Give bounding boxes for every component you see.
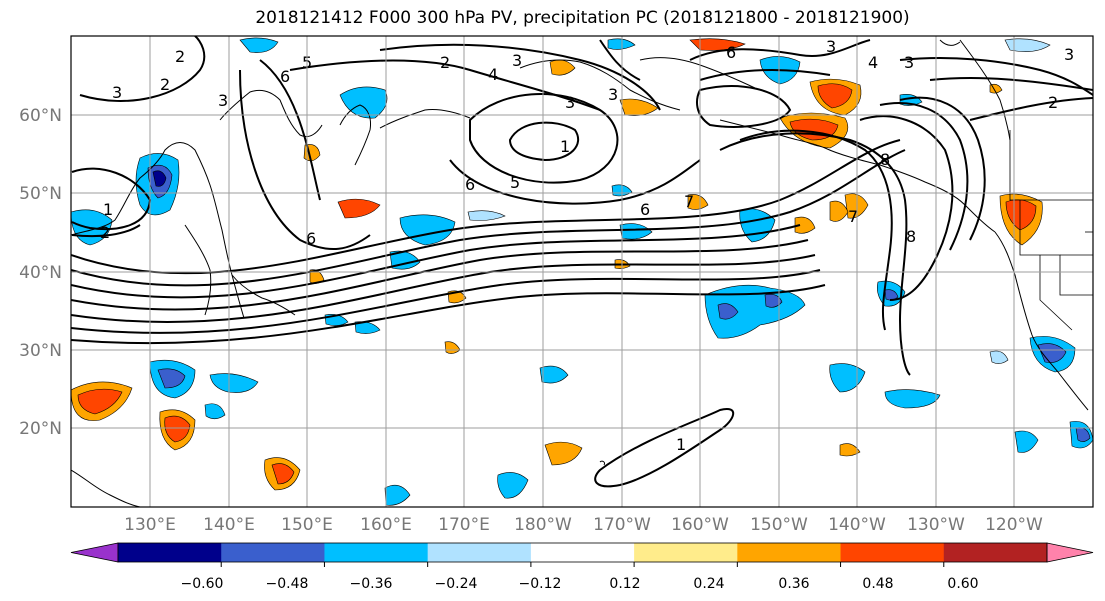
svg-text:2: 2 xyxy=(440,53,450,72)
svg-text:8: 8 xyxy=(906,227,916,246)
svg-text:2: 2 xyxy=(175,47,185,66)
colorbar-tick-label: −0.36 xyxy=(350,576,393,592)
colorbar-tick-label: −0.24 xyxy=(435,576,478,592)
svg-text:3: 3 xyxy=(608,85,618,104)
lat-label: 40°N xyxy=(19,263,62,283)
political-borders xyxy=(1009,130,1093,331)
svg-text:6: 6 xyxy=(306,229,316,248)
colorbar-segment xyxy=(943,543,1048,562)
colorbar-segment xyxy=(427,543,532,562)
svg-text:8: 8 xyxy=(880,150,890,169)
coastlines xyxy=(71,39,1089,507)
svg-text:2: 2 xyxy=(1048,93,1058,112)
svg-text:6: 6 xyxy=(280,67,290,86)
lon-label: 160°W xyxy=(671,515,729,535)
svg-text:6: 6 xyxy=(726,43,736,62)
svg-text:3: 3 xyxy=(112,83,122,102)
svg-text:1: 1 xyxy=(560,137,570,156)
svg-text:4: 4 xyxy=(488,65,498,84)
lon-label: 130°E xyxy=(124,515,176,535)
map-frame xyxy=(70,35,1094,508)
colorbar-segment xyxy=(737,543,842,562)
svg-text:2: 2 xyxy=(160,75,170,94)
colorbar-segment xyxy=(634,543,738,562)
colorbar xyxy=(70,542,1094,567)
svg-text:3: 3 xyxy=(565,93,575,112)
lon-label: 180°W xyxy=(514,515,572,535)
svg-text:2: 2 xyxy=(100,223,110,242)
svg-text:3: 3 xyxy=(904,53,914,72)
longitude-labels: 130°E 140°E 150°E 160°E 170°E 180°W 170°… xyxy=(124,515,1043,535)
svg-text:3: 3 xyxy=(1064,45,1074,64)
colorbar-tick-label: 0.60 xyxy=(947,576,978,592)
svg-text:7: 7 xyxy=(848,207,858,226)
colorbar-ticks: −0.60 −0.48 −0.36 −0.24 −0.12 0.12 0.24 … xyxy=(181,576,979,592)
colorbar-tick-label: 0.36 xyxy=(778,576,809,592)
colorbar-tick-label: −0.60 xyxy=(181,576,224,592)
colorbar-tick-label: −0.48 xyxy=(266,576,309,592)
colorbar-segment xyxy=(324,543,429,562)
colorbar-tick-label: 0.48 xyxy=(862,576,893,592)
svg-text:7: 7 xyxy=(684,192,694,211)
pv-contours xyxy=(71,36,1093,488)
svg-text:4: 4 xyxy=(868,53,878,72)
lat-label: 20°N xyxy=(19,419,62,439)
map-gridlines xyxy=(71,36,1093,507)
svg-text:1: 1 xyxy=(103,200,113,219)
colorbar-tick-label: 0.12 xyxy=(609,576,640,592)
colorbar-extend-high xyxy=(1046,542,1094,563)
lat-label: 50°N xyxy=(19,184,62,204)
colorbar-segment xyxy=(118,543,222,562)
svg-text:1: 1 xyxy=(676,435,686,454)
lon-label: 170°E xyxy=(438,515,490,535)
svg-text:3: 3 xyxy=(512,51,522,70)
colorbar-outline xyxy=(117,542,1048,563)
lat-label: 30°N xyxy=(19,341,62,361)
lon-label: 150°E xyxy=(281,515,333,535)
lon-label: 140°E xyxy=(203,515,255,535)
lon-label: 140°W xyxy=(828,515,886,535)
colorbar-extend-low xyxy=(70,542,119,563)
lon-label: 150°W xyxy=(750,515,808,535)
svg-text:3: 3 xyxy=(826,37,836,56)
lon-label: 120°W xyxy=(985,515,1043,535)
svg-text:5: 5 xyxy=(510,173,520,192)
svg-text:6: 6 xyxy=(640,200,650,219)
colorbar-tick-label: −0.12 xyxy=(519,576,562,592)
lon-label: 130°W xyxy=(907,515,965,535)
lon-label: 170°W xyxy=(593,515,651,535)
lat-label: 60°N xyxy=(19,106,62,126)
map-title: 2018121412 F000 300 hPa PV, precipitatio… xyxy=(255,8,910,28)
lon-label: 160°E xyxy=(360,515,412,535)
svg-text:3: 3 xyxy=(218,91,228,110)
colorbar-segment xyxy=(840,543,945,562)
svg-text:6: 6 xyxy=(465,175,475,194)
latitude-labels: 60°N 50°N 40°N 30°N 20°N xyxy=(19,106,62,439)
colorbar-segment xyxy=(530,543,635,562)
colorbar-tick-label: 0.24 xyxy=(693,576,724,592)
colorbar-segment xyxy=(221,543,325,562)
